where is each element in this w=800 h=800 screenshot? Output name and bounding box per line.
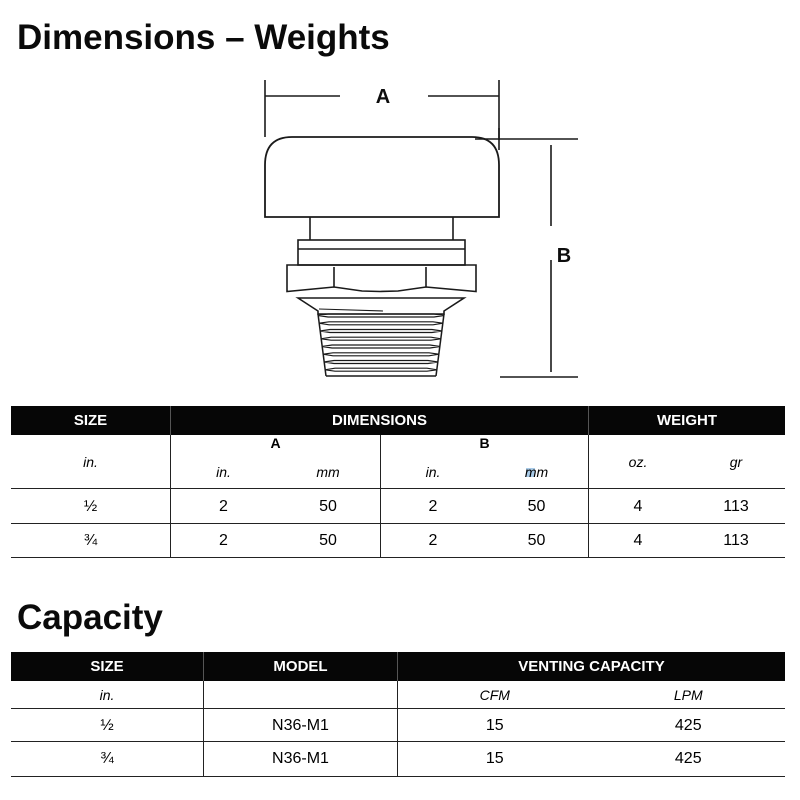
svg-text:B: B (557, 245, 571, 267)
svg-text:A: A (376, 86, 390, 108)
